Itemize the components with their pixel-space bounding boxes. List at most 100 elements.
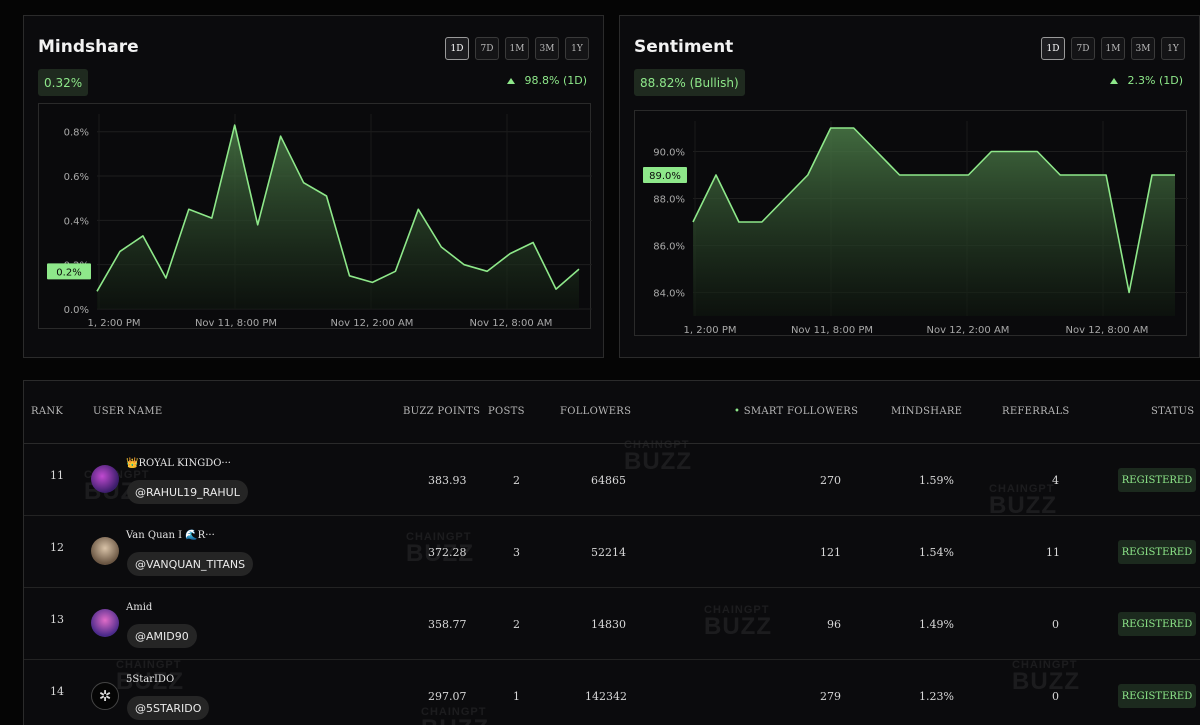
x-tick-label: Nov 12, 8:00 AM [470, 318, 553, 329]
avatar[interactable] [91, 609, 119, 637]
smart-followers-cell: 121 [820, 546, 841, 559]
smart-followers-cell: 279 [820, 690, 841, 703]
user-name[interactable]: 👑ROYAL KINGDO··· [126, 458, 231, 469]
x-tick-label: Nov 11, 8:00 PM [195, 318, 277, 329]
header-user-name: USER NAME [93, 406, 163, 417]
sentiment-panel: Sentiment 1D 7D 1M 3M 1Y 88.82% (Bullish… [619, 15, 1200, 358]
y-tick-label: 90.0% [653, 148, 685, 159]
mindshare-change-text: 98.8% (1D) [524, 74, 588, 87]
user-handle[interactable]: @AMID90 [127, 624, 197, 648]
posts-cell: 3 [513, 546, 520, 559]
sentiment-range-7d[interactable]: 7D [1071, 37, 1095, 60]
sentiment-range-1y[interactable]: 1Y [1161, 37, 1185, 60]
user-handle[interactable]: @VANQUAN_TITANS [127, 552, 254, 576]
sentiment-change: 2.3% (1D) [1109, 74, 1184, 87]
current-value-marker [643, 167, 687, 184]
avatar[interactable]: ✲ [91, 682, 119, 710]
header-posts[interactable]: POSTS [488, 406, 525, 417]
rank-cell: 13 [50, 613, 64, 626]
sentiment-value-badge: 88.82% (Bullish) [634, 69, 745, 96]
referrals-cell: 4 [1052, 474, 1059, 487]
sentiment-range-1d[interactable]: 1D [1041, 37, 1065, 60]
mindshare-panel: Mindshare 1D 7D 1M 3M 1Y 0.32% 98.8% (1D… [23, 15, 604, 358]
sentiment-range-1m[interactable]: 1M [1101, 37, 1125, 60]
x-tick-label: 1, 2:00 PM [87, 318, 140, 329]
header-referrals[interactable]: REFERRALS [1002, 406, 1070, 417]
y-tick-label: 0.4% [64, 216, 89, 227]
header-mindshare[interactable]: MINDSHARE [891, 406, 963, 417]
user-handle[interactable]: @RAHUL19_RAHUL [127, 480, 248, 504]
rank-cell: 14 [50, 685, 64, 698]
smart-followers-cell: 96 [827, 618, 841, 631]
x-tick-label: Nov 12, 2:00 AM [927, 325, 1010, 336]
buzz-points-cell: 297.07 [428, 690, 467, 703]
rank-cell: 11 [50, 469, 64, 482]
series-line [96, 124, 580, 292]
series-area [693, 128, 1175, 316]
table-row[interactable]: 11 👑ROYAL KINGDO··· @RAHUL19_RAHUL 383.9… [24, 444, 1200, 516]
series-area [97, 125, 579, 309]
posts-cell: 2 [513, 474, 520, 487]
y-tick-label: 84.0% [653, 289, 685, 300]
header-divider [24, 443, 1200, 444]
followers-cell: 52214 [591, 546, 626, 559]
mindshare-range-1m[interactable]: 1M [505, 37, 529, 60]
status-badge: REGISTERED [1118, 468, 1196, 492]
followers-cell: 64865 [591, 474, 626, 487]
user-name[interactable]: Van Quan I 🌊R··· [126, 530, 215, 541]
up-triangle-icon [1109, 77, 1118, 84]
rank-cell: 12 [50, 541, 64, 554]
y-tick-label: 0.6% [64, 172, 89, 183]
table-row[interactable]: 12 Van Quan I 🌊R··· @VANQUAN_TITANS 372.… [24, 516, 1200, 588]
followers-cell: 142342 [585, 690, 627, 703]
avatar[interactable] [91, 465, 119, 493]
avatar[interactable] [91, 537, 119, 565]
mindshare-range-7d[interactable]: 7D [475, 37, 499, 60]
mindshare-cell: 1.54% [919, 546, 954, 559]
table-row[interactable]: 14 ✲ 5StarIDO @5STARIDO 297.07 1 142342 … [24, 660, 1200, 725]
header-buzz-points[interactable]: BUZZ POINTS [403, 406, 481, 417]
referrals-cell: 0 [1052, 618, 1059, 631]
status-badge: REGISTERED [1118, 684, 1196, 708]
sentiment-chart[interactable]: 84.0% 86.0% 88.0% 90.0% 89.0% 1, 2:00 PM Nov 1… [634, 110, 1188, 336]
header-status: STATUS [1151, 406, 1195, 417]
mindshare-cell: 1.49% [919, 618, 954, 631]
user-name[interactable]: 5StarIDO [126, 674, 175, 685]
y-tick-label: 86.0% [653, 242, 685, 253]
x-tick-label: Nov 11, 8:00 PM [791, 325, 873, 336]
header-rank: RANK [31, 406, 64, 417]
table-row[interactable]: 13 Amid @AMID90 358.77 2 14830 96 1.49% … [24, 588, 1200, 660]
mindshare-range-1y[interactable]: 1Y [565, 37, 589, 60]
sentiment-range-3m[interactable]: 3M [1131, 37, 1155, 60]
header-smart-followers[interactable]: • SMART FOLLOWERS [734, 406, 859, 417]
user-name[interactable]: Amid [126, 602, 153, 613]
sentiment-change-text: 2.3% (1D) [1127, 74, 1184, 87]
mindshare-value-badge: 0.32% [38, 69, 89, 96]
y-tick-label: 0.0% [64, 305, 89, 316]
user-handle[interactable]: @5STARIDO [127, 696, 210, 720]
sentiment-title: Sentiment [634, 37, 734, 57]
mindshare-cell: 1.23% [919, 690, 954, 703]
posts-cell: 1 [513, 690, 520, 703]
series-line [692, 127, 1175, 294]
mindshare-range-selector: 1D 7D 1M 3M 1Y [445, 37, 589, 60]
header-followers[interactable]: FOLLOWERS [560, 406, 632, 417]
followers-cell: 14830 [591, 618, 626, 631]
y-tick-label: 0.8% [64, 128, 89, 139]
smart-followers-cell: 270 [820, 474, 841, 487]
mindshare-change: 98.8% (1D) [506, 74, 588, 87]
mindshare-range-1d[interactable]: 1D [445, 37, 469, 60]
buzz-points-cell: 358.77 [428, 618, 467, 631]
mindshare-range-3m[interactable]: 3M [535, 37, 559, 60]
up-triangle-icon [506, 77, 515, 84]
sentiment-chart-svg: 84.0% 86.0% 88.0% 90.0% 89.0% 1, 2:00 PM Nov 1… [643, 121, 1188, 336]
buzz-points-cell: 383.93 [428, 474, 467, 487]
dot-icon: • [734, 406, 744, 417]
buzz-points-cell: 372.28 [428, 546, 467, 559]
status-badge: REGISTERED [1118, 612, 1196, 636]
current-value-label: 89.0% [649, 171, 681, 182]
x-tick-label: Nov 12, 2:00 AM [331, 318, 414, 329]
